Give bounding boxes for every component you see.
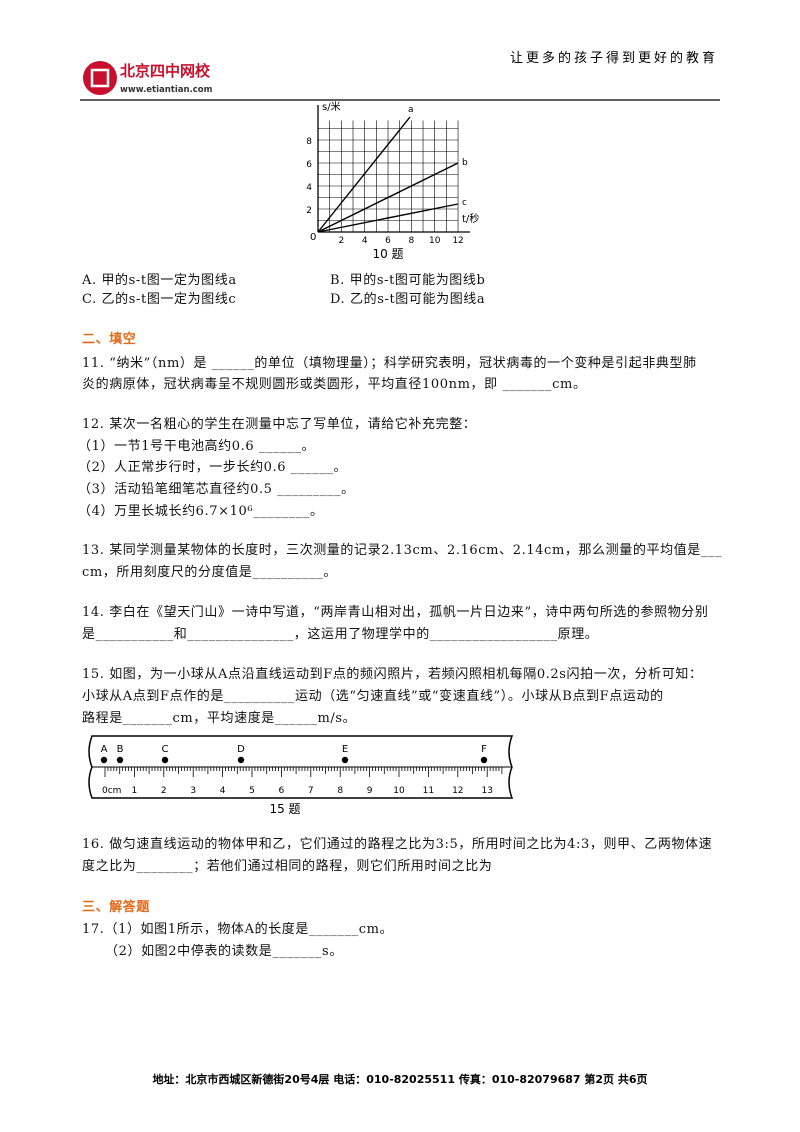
ball-position [116, 756, 124, 764]
y-tick-label: 2 [306, 206, 312, 216]
section-title: 二、填空 [82, 332, 137, 347]
ruler-number: 11 [423, 786, 434, 796]
point-label: A [101, 744, 108, 755]
ruler-number: 13 [481, 786, 492, 796]
text-line: （2）人正常步行时，一步长约0.6 ______。 [78, 460, 348, 475]
ball-position [341, 756, 349, 764]
text-line: 是___________和_______________，这运用了物理学中的__… [82, 627, 599, 642]
option: D. 乙的s-t图可能为图线a [330, 292, 486, 307]
y-tick-label: 6 [306, 160, 312, 170]
text-line: 11. “纳米”（nm）是 ______的单位（填物理量）；科学研究表明，冠状病… [82, 356, 697, 371]
ruler-number: 0cm [102, 786, 121, 796]
ruler-number: 9 [367, 786, 373, 796]
footer: 地址：北京市西城区新德街20号4层 电话：010-82025511 传真：010… [152, 1072, 647, 1086]
text-line: （1）一节1号干电池高约0.6 ______。 [78, 439, 316, 454]
text-line: 度之比为________；若他们通过相同的路程，则它们所用时间之比为 [82, 859, 493, 874]
logo-name: 北京四中网校 [120, 62, 211, 80]
ruler-number: 8 [337, 786, 343, 796]
line-label: a [408, 105, 414, 115]
option: C. 乙的s-t图一定为图线c [82, 292, 237, 307]
text-line: 12. 某次一名粗心的学生在测量中忘了写单位，请给它补充完整： [82, 417, 477, 432]
ruler-number: 4 [220, 786, 226, 796]
line-label: b [462, 158, 468, 168]
ruler-number: 6 [279, 786, 285, 796]
ruler-number: 1 [132, 786, 138, 796]
point-label: F [481, 744, 487, 755]
logo-icon [83, 61, 117, 95]
text-line: cm，所用刻度尺的分度值是__________。 [82, 565, 338, 580]
logo-url: www.etiantian.com [120, 85, 213, 95]
ruler-number: 3 [190, 786, 196, 796]
point-label: B [117, 744, 124, 755]
text-line: 炎的病原体，冠状病毒呈不规则圆形或类圆形，平均直径100nm，即 _______… [82, 377, 587, 392]
text-line: （2）如图2中停表的读数是_______s。 [105, 944, 343, 959]
ruler-number: 12 [452, 786, 463, 796]
x-axis-label: t/秒 [462, 212, 479, 225]
text-line: 14. 李白在《望天门山》一诗中写道，“两岸青山相对出，孤帆一片日边来”，诗中两… [82, 605, 709, 620]
text-line: （3）活动铅笔细笔芯直径约0.5 _________。 [78, 482, 355, 497]
y-tick-label: 4 [306, 183, 312, 193]
option: A. 甲的s-t图一定为图线a [82, 273, 237, 288]
section-title: 三、解答题 [82, 900, 151, 915]
x-tick-label: 2 [338, 236, 344, 246]
x-tick-label: 6 [385, 236, 391, 246]
text-line: （4）万里长城长约6.7×10⁶________。 [78, 504, 324, 519]
text-line: 16. 做匀速直线运动的物体甲和乙，它们通过的路程之比为3:5，所用时间之比为4… [82, 837, 713, 852]
option: B. 甲的s-t图可能为图线b [330, 273, 486, 288]
ball-position [480, 756, 488, 764]
x-tick-label: 8 [408, 236, 414, 246]
text-line: 15. 如图，为一小球从A点沿直线运动到F点的频闪照片，若频闪照相机每隔0.2s… [82, 667, 703, 682]
ruler-number: 2 [161, 786, 167, 796]
figure-caption: 15 题 [269, 802, 300, 816]
figure-15: 15 题 0cm 1 2 3 4 5 6 7 8 9 10 11 12 13A B C D E F [88, 735, 514, 816]
origin-label: 0 [310, 232, 316, 243]
line-label: c [462, 198, 467, 208]
ball-position [161, 756, 169, 764]
text-line: 小球从A点到F点作的是__________运动（选“匀速直线”或“变速直线”）。… [82, 689, 664, 704]
x-tick-label: 4 [362, 236, 368, 246]
slogan: 让更多的孩子得到更好的教育 [510, 50, 718, 66]
text-line: 13. 某同学测量某物体的长度时，三次测量的记录2.13cm、2.16cm、2.… [82, 543, 723, 558]
y-tick-label: 8 [306, 137, 312, 147]
ruler-number: 7 [308, 786, 314, 796]
y-axis-label: s/米 [322, 100, 341, 113]
point-label: D [237, 744, 245, 755]
x-tick-label: 12 [452, 236, 463, 246]
ball-position [100, 756, 108, 764]
figure-10: s/米 t/秒 0 a b c 10 题 2 4 6 8 2 4 6 8 10 12 [306, 100, 479, 261]
figure-caption: 10 题 [372, 247, 403, 261]
logo-glyph [90, 68, 110, 88]
ruler-number: 5 [249, 786, 255, 796]
ball-position [237, 756, 245, 764]
x-tick-label: 10 [429, 236, 441, 246]
ruler-number: 10 [393, 786, 405, 796]
text-line: 17.（1）如图1所示，物体A的长度是_______cm。 [82, 922, 394, 937]
text-line: 路程是_______cm，平均速度是______m/s。 [82, 711, 357, 726]
point-label: E [342, 744, 348, 755]
point-label: C [162, 744, 169, 755]
